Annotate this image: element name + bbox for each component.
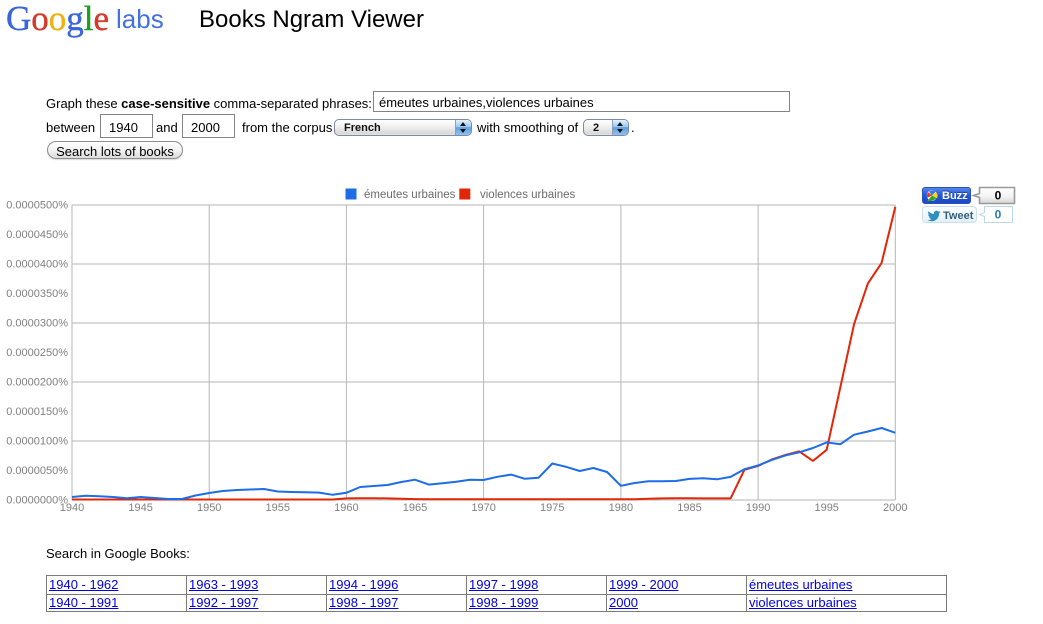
- svg-text:violences urbaines: violences urbaines: [480, 189, 576, 201]
- svg-text:1960: 1960: [334, 502, 358, 514]
- svg-text:0.0000200%: 0.0000200%: [6, 377, 68, 389]
- svg-text:1995: 1995: [814, 502, 838, 514]
- svg-text:1950: 1950: [197, 502, 221, 514]
- svg-text:2000: 2000: [883, 502, 907, 514]
- svg-text:1970: 1970: [471, 502, 495, 514]
- svg-text:1945: 1945: [128, 502, 152, 514]
- svg-text:1985: 1985: [677, 502, 701, 514]
- svg-text:0: 0: [995, 208, 1002, 222]
- svg-text:0.0000350%: 0.0000350%: [6, 288, 68, 300]
- svg-text:0.0000100%: 0.0000100%: [6, 436, 68, 448]
- svg-text:1975: 1975: [540, 502, 564, 514]
- svg-text:0.0000450%: 0.0000450%: [6, 229, 68, 241]
- svg-text:0: 0: [995, 189, 1002, 203]
- svg-text:1955: 1955: [266, 502, 290, 514]
- svg-text:0.0000250%: 0.0000250%: [6, 347, 68, 359]
- svg-text:émeutes urbaines: émeutes urbaines: [364, 189, 456, 201]
- svg-text:1990: 1990: [746, 502, 770, 514]
- svg-text:0.0000300%: 0.0000300%: [6, 318, 68, 330]
- svg-text:1940: 1940: [60, 502, 84, 514]
- svg-text:0.0000150%: 0.0000150%: [6, 406, 68, 418]
- svg-text:1965: 1965: [403, 502, 427, 514]
- svg-text:1980: 1980: [609, 502, 633, 514]
- svg-text:0.0000000%: 0.0000000%: [6, 495, 68, 507]
- svg-text:0.0000400%: 0.0000400%: [6, 259, 68, 271]
- svg-text:0.0000050%: 0.0000050%: [6, 465, 68, 477]
- svg-text:0.0000500%: 0.0000500%: [6, 200, 68, 212]
